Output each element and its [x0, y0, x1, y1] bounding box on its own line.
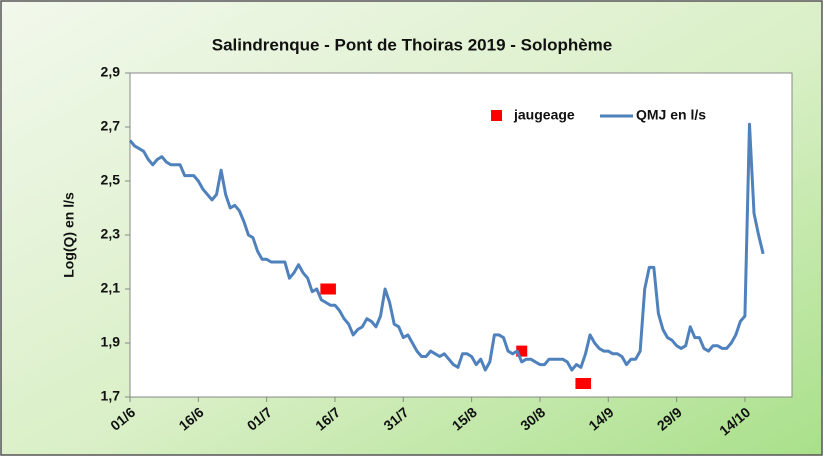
- y-tick-label: 2,9: [101, 64, 121, 80]
- data-point: [324, 283, 336, 295]
- legend: jaugeage QMJ en l/s: [491, 107, 706, 123]
- data-point: [516, 345, 528, 357]
- y-axis-label: Log(Q) en l/s: [61, 192, 77, 278]
- y-tick-label: 2,5: [101, 172, 121, 188]
- y-tick-label: 2,3: [101, 226, 121, 242]
- y-tick-label: 1,7: [101, 388, 121, 404]
- data-line: [128, 122, 765, 372]
- legend-label: jaugeage: [513, 107, 575, 123]
- plot-area: [129, 72, 793, 398]
- y-tick-label: 1,9: [101, 334, 121, 350]
- data-point: [580, 378, 591, 389]
- y-tick-label: 2,1: [101, 280, 121, 296]
- legend-swatch: [491, 110, 502, 121]
- y-tick-label: 2,7: [101, 118, 121, 134]
- legend-label: QMJ en l/s: [636, 107, 706, 123]
- chart-title: Salindrenque - Pont de Thoiras 2019 - So…: [212, 35, 613, 54]
